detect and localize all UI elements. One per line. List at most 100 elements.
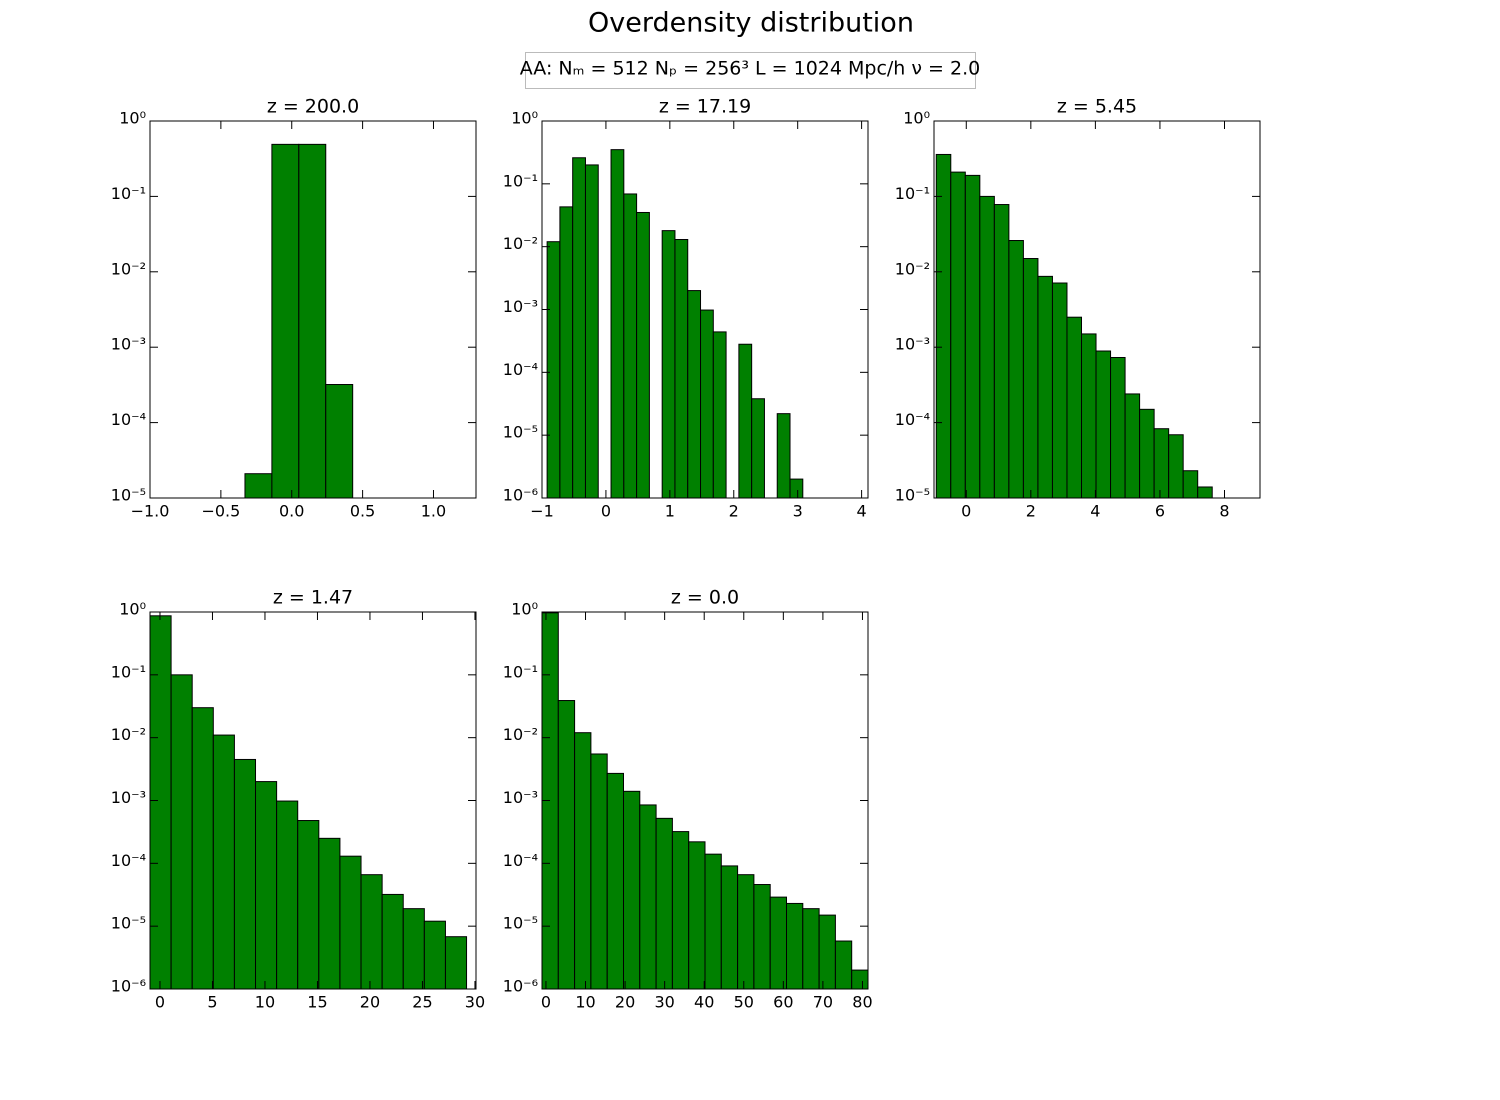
bar (712, 331, 727, 498)
x-tick-label: 20 (615, 993, 635, 1012)
bar (834, 940, 853, 989)
x-tick-label: −1 (530, 502, 554, 521)
bar (255, 781, 278, 989)
bar (674, 239, 689, 498)
bar (423, 920, 446, 989)
axes-frame (149, 120, 477, 499)
x-tick-label: 50 (734, 993, 754, 1012)
subplot-title: z = 5.45 (1057, 96, 1137, 118)
bar (606, 772, 625, 989)
x-tick-label: −0.5 (201, 502, 240, 521)
y-tick-label: 10⁻² (111, 259, 146, 278)
x-tick-label: 4 (857, 502, 867, 521)
bar (191, 707, 214, 989)
y-tick-label: 10⁻³ (111, 335, 146, 354)
bar (1153, 428, 1170, 498)
bar (559, 206, 574, 498)
bar (546, 241, 561, 498)
bar (738, 343, 753, 498)
bar (720, 865, 739, 989)
y-tick-label: 10⁻¹ (503, 171, 538, 190)
y-tick-label: 10⁻⁵ (111, 914, 146, 933)
bar (212, 734, 235, 989)
bar (339, 855, 362, 989)
subplot-title: z = 17.19 (659, 96, 751, 118)
y-tick-label: 10⁻³ (503, 788, 538, 807)
bar (244, 473, 273, 498)
y-tick-label: 10⁻¹ (895, 184, 930, 203)
y-tick-label: 10⁻⁴ (111, 851, 146, 870)
bar (636, 211, 650, 498)
bar (1095, 350, 1112, 498)
y-tick-label: 10⁻⁵ (503, 914, 538, 933)
bars (244, 143, 354, 498)
bar (1081, 333, 1097, 498)
x-tick-label: 2 (1026, 502, 1036, 521)
bar (1037, 275, 1053, 498)
bar (661, 230, 676, 498)
bars (542, 612, 868, 989)
y-tick-label: 10⁻⁴ (111, 410, 146, 429)
bar (964, 174, 981, 498)
y-tick-label: 10⁻³ (503, 297, 538, 316)
y-tick-label: 10⁰ (903, 109, 930, 128)
bar (623, 193, 638, 498)
bar (753, 884, 771, 989)
bar (572, 157, 586, 498)
x-tick-label: 0 (541, 993, 551, 1012)
x-tick-label: 0.0 (279, 502, 304, 521)
subplot-title: z = 0.0 (671, 587, 739, 609)
bar (1066, 316, 1083, 498)
y-tick-label: 10⁻⁵ (895, 486, 930, 505)
bar (789, 478, 804, 498)
bar (325, 384, 354, 498)
x-tick-label: 2 (729, 502, 739, 521)
bar (655, 817, 673, 989)
bar (1110, 357, 1126, 498)
y-tick-label: 10⁰ (119, 600, 146, 619)
bar (590, 753, 608, 989)
y-tick-label: 10⁻⁵ (111, 486, 146, 505)
bar (381, 893, 404, 989)
bar (935, 153, 952, 498)
bar (688, 841, 706, 989)
bar (671, 831, 690, 989)
bar (1022, 258, 1039, 498)
y-tick-label: 10⁻² (503, 725, 538, 744)
bar (584, 164, 599, 498)
y-tick-label: 10⁻² (503, 234, 538, 253)
bar (687, 290, 702, 498)
x-tick-label: 40 (694, 993, 714, 1012)
x-tick-label: 4 (1090, 502, 1100, 521)
annotation: AA: Nₘ = 512 Nₚ = 256³ L = 1024 Mpc/h ν … (520, 58, 980, 80)
subplot-title: z = 1.47 (273, 587, 353, 609)
y-tick-label: 10⁰ (511, 600, 538, 619)
x-tick-label: 10 (255, 993, 275, 1012)
y-tick-label: 10⁻⁴ (503, 360, 538, 379)
x-tick-label: 70 (813, 993, 833, 1012)
bar (297, 820, 320, 989)
y-tick-label: 10⁻¹ (503, 662, 538, 681)
y-tick-label: 10⁻³ (111, 788, 146, 807)
x-tick-label: 0 (961, 502, 971, 521)
bar (233, 758, 257, 989)
bar (170, 674, 193, 989)
y-tick-label: 10⁻⁴ (895, 410, 930, 429)
annotation-box (525, 52, 976, 89)
x-tick-label: −1.0 (131, 502, 170, 521)
bar (704, 853, 722, 989)
y-tick-label: 10⁻⁵ (503, 423, 538, 442)
y-tick-label: 10⁻⁴ (503, 851, 538, 870)
bars (150, 615, 468, 989)
bar (271, 143, 300, 498)
bar (623, 790, 641, 989)
bar (276, 800, 299, 989)
x-tick-label: 1.0 (421, 502, 446, 521)
bar (1168, 434, 1184, 498)
bar (993, 204, 1010, 498)
x-tick-label: 60 (773, 993, 793, 1012)
bar (751, 398, 765, 498)
bar (1197, 486, 1213, 498)
x-tick-label: 0 (155, 993, 165, 1012)
bar (318, 837, 341, 989)
